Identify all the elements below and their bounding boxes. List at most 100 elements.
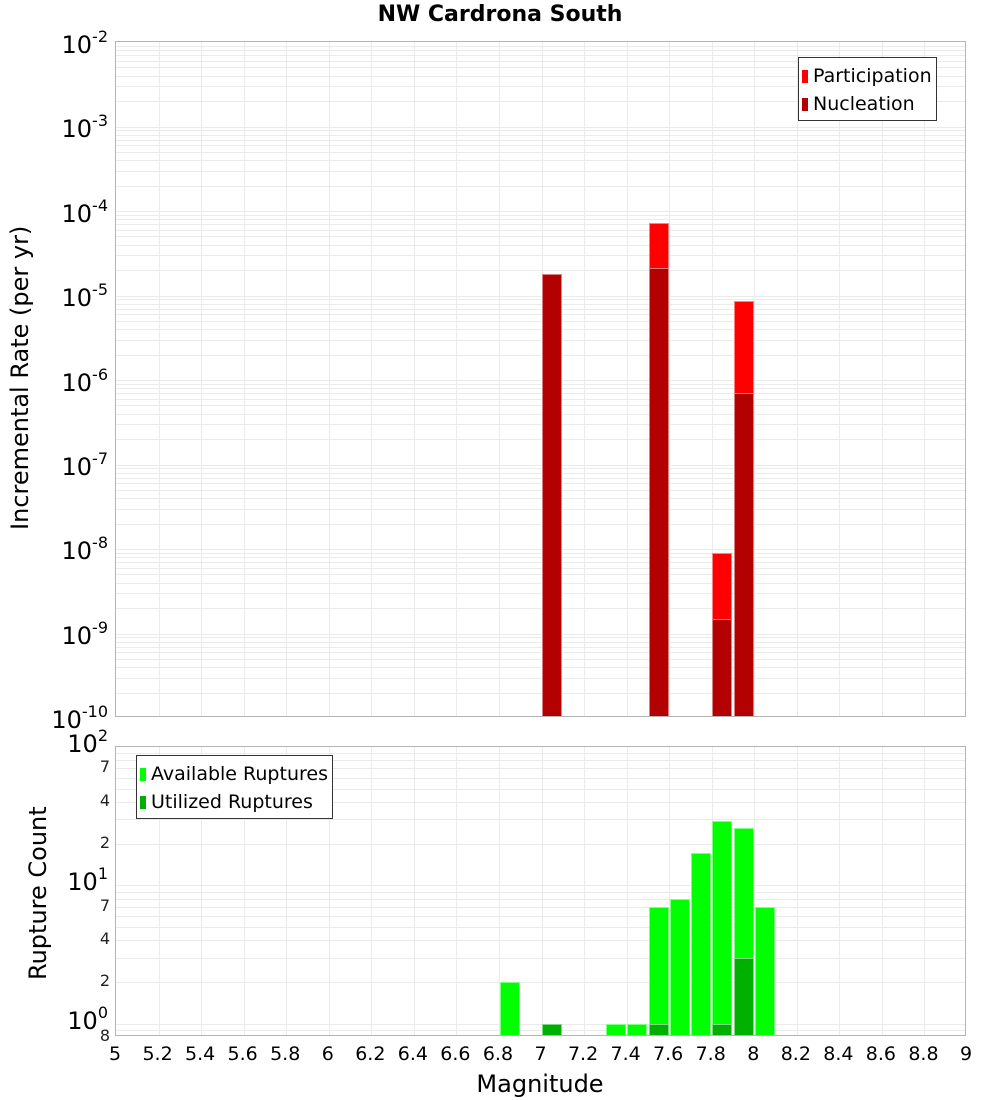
grid-line <box>116 608 965 610</box>
grid-line <box>116 145 965 147</box>
grid-line <box>116 633 965 635</box>
y-minor-tick-label: 4 <box>99 791 110 811</box>
grid-line <box>626 42 628 716</box>
x-tick-label: 8.8 <box>908 1043 939 1065</box>
y-minor-tick-label: 7 <box>99 895 110 915</box>
x-tick-label: 7 <box>534 1043 547 1065</box>
grid-line <box>584 747 586 1035</box>
x-tick-label: 5 <box>108 1043 122 1065</box>
grid-line <box>116 75 965 77</box>
grid-line <box>116 405 965 407</box>
grid-line <box>116 489 965 491</box>
grid-line <box>328 42 330 716</box>
available-swatch-icon <box>140 767 146 781</box>
grid-line <box>116 308 965 310</box>
grid-line <box>116 957 965 959</box>
chart-title: NW Cardrona South <box>377 2 623 27</box>
grid-line <box>116 658 965 660</box>
grid-line <box>116 398 965 400</box>
grid-line <box>116 229 965 231</box>
grid-line <box>116 646 965 648</box>
bar-utilized-ruptures <box>733 957 754 1035</box>
grid-line <box>116 211 965 212</box>
grid-line <box>116 424 965 426</box>
bar-available-ruptures <box>499 981 520 1035</box>
grid-line <box>116 55 965 57</box>
x-tick-label: 7.8 <box>695 1043 726 1065</box>
grid-line <box>286 42 288 716</box>
grid-line <box>116 468 965 470</box>
grid-line <box>116 380 965 381</box>
grid-line <box>116 777 965 779</box>
x-tick-label: 8.4 <box>823 1043 854 1065</box>
grid-line <box>796 747 798 1035</box>
grid-line <box>201 747 203 1035</box>
grid-line <box>116 593 965 595</box>
grid-line <box>413 42 415 716</box>
grid-line <box>116 50 965 52</box>
bar-utilized-ruptures <box>712 1023 733 1035</box>
legend-label: Utilized Ruptures <box>151 791 313 813</box>
x-tick-label: 5.8 <box>270 1043 301 1065</box>
bar-available-ruptures <box>627 1023 648 1035</box>
grid-line <box>158 747 160 1035</box>
grid-line <box>669 747 671 1035</box>
grid-line <box>116 641 965 643</box>
grid-line <box>116 354 965 356</box>
grid-line <box>116 768 965 770</box>
legend-item-participation: Participation <box>802 62 932 90</box>
grid-line <box>116 898 965 900</box>
bar-utilized-ruptures <box>648 1023 669 1035</box>
x-tick-label: 8.6 <box>865 1043 896 1065</box>
grid-line <box>116 906 965 908</box>
grid-line <box>116 574 965 576</box>
grid-line <box>116 557 965 559</box>
grid-line <box>116 891 965 893</box>
grid-line <box>584 42 586 716</box>
grid-line <box>116 388 965 390</box>
grid-line <box>711 42 713 716</box>
grid-line <box>116 185 965 187</box>
legend-item-utilized: Utilized Ruptures <box>140 788 328 816</box>
grid-line <box>201 42 203 716</box>
y-tick-label: 10-8 <box>61 533 109 566</box>
grid-line <box>116 270 965 272</box>
grid-line <box>116 552 965 554</box>
grid-line <box>116 508 965 510</box>
grid-line <box>116 151 965 153</box>
grid-line <box>158 42 160 716</box>
bar-nucleation <box>712 618 733 716</box>
y-minor-tick-label: 2 <box>99 832 110 852</box>
grid-line <box>116 981 965 983</box>
grid-line <box>711 747 713 1035</box>
grid-line <box>839 42 841 716</box>
y-tick-label: 10-3 <box>61 111 109 144</box>
rate-legend: Participation Nucleation <box>798 57 937 121</box>
grid-line <box>116 760 965 762</box>
grid-line <box>116 472 965 474</box>
grid-line <box>116 940 965 942</box>
x-axis-label: Magnitude <box>476 1070 604 1098</box>
grid-line <box>116 244 965 246</box>
grid-line <box>116 67 965 69</box>
grid-line <box>116 393 965 395</box>
grid-line <box>116 303 965 305</box>
grid-line <box>116 677 965 679</box>
y-minor-tick-label: 8 <box>99 1026 110 1045</box>
bar-nucleation <box>648 268 669 716</box>
x-tick-label: 6.6 <box>440 1043 471 1065</box>
grid-line <box>116 562 965 564</box>
bar-available-ruptures <box>712 821 733 1035</box>
grid-line <box>116 753 965 755</box>
y-tick-label: 10-7 <box>61 449 109 481</box>
bar-available-ruptures <box>691 853 712 1035</box>
grid-line <box>116 567 965 569</box>
legend-item-nucleation: Nucleation <box>802 90 932 118</box>
grid-line <box>116 219 965 221</box>
grid-line <box>116 130 965 132</box>
bar-utilized-ruptures <box>542 1023 563 1035</box>
grid-line <box>371 42 373 716</box>
grid-line <box>116 126 965 128</box>
grid-line <box>541 747 543 1035</box>
